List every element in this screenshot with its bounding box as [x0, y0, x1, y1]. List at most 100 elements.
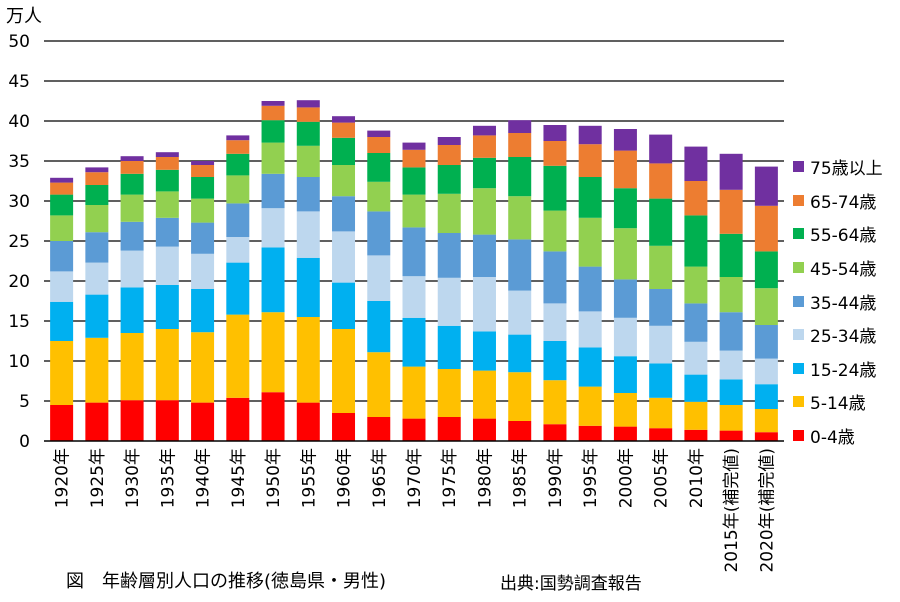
- bar-segment: [261, 312, 285, 393]
- legend-item: 65-74歳: [793, 184, 883, 218]
- bar-segment: [472, 188, 496, 235]
- bar-segment: [472, 418, 496, 441]
- bar-segment: [191, 177, 215, 199]
- bar-segment: [684, 303, 708, 342]
- bar-segment: [508, 196, 532, 240]
- bar-segment: [191, 402, 215, 441]
- bar-segment: [296, 107, 320, 122]
- legend-label: 65-74歳: [810, 192, 877, 213]
- x-tick-label: 2015年(補完値): [722, 448, 742, 573]
- bar-segment: [684, 146, 708, 181]
- bar-segment: [226, 140, 250, 154]
- bar-segment: [367, 255, 391, 301]
- bar-segment: [261, 392, 285, 441]
- legend-label: 45-54歳: [810, 260, 877, 281]
- bar-segment: [155, 169, 179, 192]
- legend-swatch: [793, 161, 804, 173]
- bar-segment: [191, 161, 215, 165]
- y-tick-label: 10: [8, 352, 30, 372]
- bar-segment: [226, 314, 250, 398]
- bar-segment: [402, 227, 426, 277]
- bar-segment: [332, 231, 356, 283]
- legend-item: 35-44歳: [793, 284, 883, 318]
- bar-segment: [578, 425, 602, 441]
- bar-segment: [613, 129, 637, 151]
- bar-segment: [332, 137, 356, 165]
- x-tick-label: 1935年: [158, 448, 178, 508]
- legend: 75歳以上 65-74歳 55-64歳 45-54歳 35-44歳 25-34歳 15-24…: [793, 150, 883, 452]
- bar-segment: [578, 144, 602, 177]
- bar-segment: [296, 100, 320, 108]
- bar-segment: [754, 251, 778, 289]
- bar-segment: [543, 380, 567, 425]
- x-tick-label: 1990年: [546, 448, 566, 508]
- bar-segment: [191, 165, 215, 177]
- legend-item: 55-64歳: [793, 217, 883, 251]
- bar-segment: [543, 141, 567, 166]
- bar-segment: [543, 303, 567, 341]
- bar-segment: [613, 356, 637, 393]
- bar-segment: [367, 301, 391, 353]
- x-tick-label: 1985年: [511, 448, 531, 508]
- bars: [50, 100, 778, 441]
- bar-segment: [684, 341, 708, 375]
- bar-segment: [191, 289, 215, 333]
- bar-segment: [296, 317, 320, 403]
- bar-segment: [120, 156, 144, 161]
- bar-segment: [367, 352, 391, 417]
- bar-segment: [155, 285, 179, 329]
- bar-segment: [155, 329, 179, 401]
- bar-segment: [649, 198, 673, 246]
- bar-segment: [332, 116, 356, 123]
- bar-segment: [472, 157, 496, 189]
- bar-segment: [261, 208, 285, 248]
- bar-segment: [719, 405, 743, 431]
- bar-segment: [50, 341, 74, 405]
- x-tick-label: 1920年: [53, 448, 73, 508]
- bar-segment: [613, 426, 637, 441]
- bar-segment: [367, 417, 391, 441]
- bar-segment: [719, 277, 743, 313]
- x-tick-label: 1945年: [229, 448, 249, 508]
- bar-segment: [261, 142, 285, 174]
- bar-segment: [332, 165, 356, 197]
- bar-segment: [508, 290, 532, 335]
- legend-item: 5-14歳: [793, 385, 883, 419]
- bar-segment: [437, 137, 461, 145]
- bar-segment: [120, 333, 144, 401]
- y-tick-label: 35: [8, 152, 30, 172]
- legend-label: 15-24歳: [810, 360, 877, 381]
- x-tick-label: 1940年: [194, 448, 214, 508]
- legend-item: 45-54歳: [793, 251, 883, 285]
- bar-segment: [226, 175, 250, 204]
- legend-item: 75歳以上: [793, 150, 883, 184]
- bar-segment: [578, 266, 602, 312]
- bar-segment: [332, 282, 356, 329]
- bar-segment: [684, 401, 708, 430]
- bar-segment: [367, 211, 391, 256]
- bar-segment: [543, 251, 567, 304]
- bar-segment: [543, 341, 567, 381]
- x-tick-label: 1960年: [335, 448, 355, 508]
- bar-segment: [754, 432, 778, 441]
- bar-segment: [155, 157, 179, 170]
- legend-item: 25-34歳: [793, 318, 883, 352]
- bar-segment: [508, 372, 532, 421]
- bar-segment: [120, 287, 144, 333]
- bar-segment: [50, 194, 74, 216]
- bar-segment: [684, 374, 708, 402]
- figure-caption: 図 年齢層別人口の推移(徳島県・男性): [66, 571, 387, 592]
- bar-segment: [367, 181, 391, 212]
- bar-segment: [261, 247, 285, 313]
- legend-swatch: [793, 396, 804, 408]
- bar-segment: [719, 153, 743, 190]
- bar-segment: [85, 172, 109, 185]
- bar-segment: [402, 167, 426, 195]
- bar-segment: [754, 325, 778, 359]
- bar-segment: [508, 334, 532, 373]
- bar-segment: [649, 363, 673, 398]
- bar-segment: [50, 405, 74, 441]
- y-axis-unit-label: 万人: [6, 6, 42, 27]
- bar-segment: [754, 409, 778, 433]
- bar-segment: [719, 189, 743, 234]
